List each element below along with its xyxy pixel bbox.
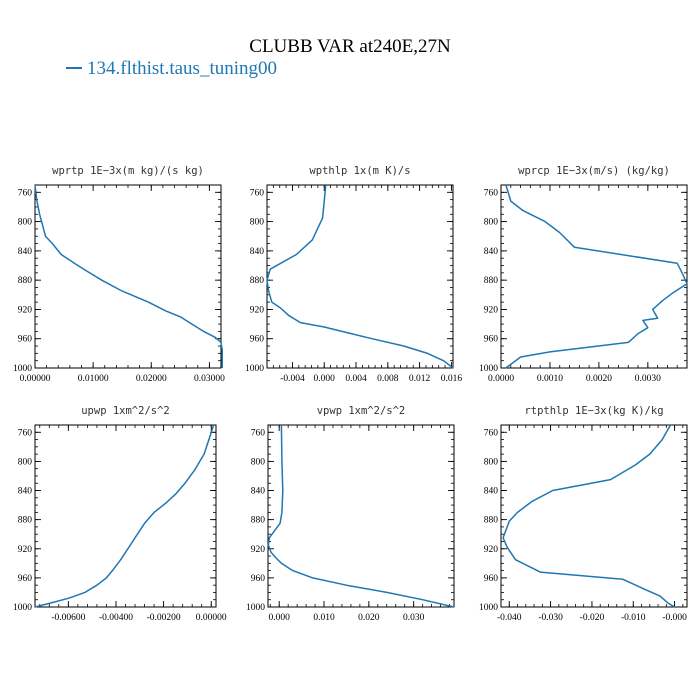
- x-tick-label: 0.008: [377, 374, 399, 384]
- x-tick-label: 0.030: [403, 613, 425, 623]
- y-tick-label: 1000: [13, 603, 32, 613]
- y-tick-label: 840: [250, 247, 265, 257]
- x-tick-label: 0.0020: [586, 374, 612, 384]
- y-tick-label: 840: [251, 487, 266, 497]
- y-tick-label: 880: [18, 516, 33, 526]
- y-tick-label: 840: [484, 487, 499, 497]
- series-line: [34, 184, 223, 368]
- x-tick-label: 0.004: [345, 374, 367, 384]
- y-tick-label: 1000: [479, 364, 498, 374]
- x-tick-label: 0.0010: [537, 374, 563, 384]
- series-line: [266, 184, 454, 369]
- chart-panel-2: wpthlp 1x(m K)/s 760 800 840 880 920 960 1000 -0…: [245, 165, 462, 384]
- y-tick-label: 760: [18, 188, 33, 198]
- x-tick-label: -0.020: [580, 613, 605, 623]
- series-line: [502, 424, 675, 608]
- y-tick-label: 960: [250, 335, 265, 345]
- x-tick-label: 0.012: [409, 374, 431, 384]
- series-line: [267, 424, 455, 608]
- x-tick-label: 0.000: [314, 374, 336, 384]
- y-tick-label: 920: [18, 305, 33, 315]
- x-tick-label: 0.00000: [196, 613, 227, 623]
- y-tick-label: 840: [18, 487, 33, 497]
- chart-panel-5: vpwp 1xm^2/s^2 760 800 840 880 920 960 1000 0.00…: [246, 405, 455, 623]
- panel-title: upwp 1xm^2/s^2: [81, 405, 170, 417]
- y-tick-label: 880: [484, 276, 499, 286]
- x-tick-label: 0.0030: [635, 374, 661, 384]
- y-tick-label: 1000: [13, 364, 32, 374]
- plot-frame: [266, 184, 454, 369]
- y-tick-label: 880: [18, 276, 33, 286]
- figure-title: CLUBB VAR at240E,27N: [249, 36, 451, 57]
- legend-entry: 134.flthist.taus_tuning00: [87, 58, 277, 79]
- x-tick-label: -0.00200: [147, 613, 181, 623]
- panel-title: vpwp 1xm^2/s^2: [317, 405, 406, 417]
- x-tick-label: 0.020: [358, 613, 380, 623]
- y-tick-label: 760: [250, 188, 265, 198]
- y-tick-label: 800: [484, 218, 499, 228]
- x-tick-label: 0.010: [313, 613, 335, 623]
- x-tick-label: 0.016: [441, 374, 463, 384]
- chart-panel-1: wprtp 1E−3x(m kg)/(s kg) 760 800 840 880 920 9…: [13, 165, 225, 384]
- x-tick-label: -0.040: [497, 613, 522, 623]
- x-tick-label: -0.030: [538, 613, 563, 623]
- x-tick-label: -0.004: [280, 374, 305, 384]
- x-tick-label: 0.03000: [194, 374, 225, 384]
- plot-frame: [34, 424, 217, 608]
- plot-frame: [500, 184, 688, 369]
- y-tick-label: 960: [251, 574, 266, 584]
- legend-line-swatch: [66, 66, 82, 69]
- y-tick-label: 800: [250, 218, 265, 228]
- x-tick-label: 0.01000: [78, 374, 109, 384]
- plot-frame: [34, 184, 222, 369]
- y-tick-label: 880: [251, 516, 266, 526]
- y-tick-label: 960: [18, 335, 33, 345]
- y-tick-label: 920: [484, 305, 499, 315]
- x-tick-label: -0.00400: [99, 613, 133, 623]
- x-tick-label: -0.000: [662, 613, 687, 623]
- x-tick-label: -0.00600: [51, 613, 85, 623]
- x-tick-label: -0.010: [621, 613, 646, 623]
- x-tick-label: 0.000: [269, 613, 291, 623]
- y-tick-label: 920: [250, 305, 265, 315]
- y-tick-label: 1000: [246, 603, 265, 613]
- y-tick-label: 1000: [245, 364, 264, 374]
- y-tick-label: 920: [18, 545, 33, 555]
- y-tick-label: 760: [484, 188, 499, 198]
- x-tick-label: 0.02000: [136, 374, 167, 384]
- y-tick-label: 800: [484, 457, 499, 467]
- y-tick-label: 840: [484, 247, 499, 257]
- y-tick-label: 800: [18, 457, 33, 467]
- y-tick-label: 920: [484, 545, 499, 555]
- chart-panel-6: rtpthlp 1E−3x(kg K)/kg 760 800 840 880 920 960…: [479, 405, 688, 623]
- y-tick-label: 760: [18, 428, 33, 438]
- y-tick-label: 960: [484, 335, 499, 345]
- y-tick-label: 760: [251, 428, 266, 438]
- plot-frame: [267, 424, 455, 608]
- panel-title: wprcp 1E−3x(m/s) (kg/kg): [518, 165, 670, 177]
- y-tick-label: 880: [484, 516, 499, 526]
- chart-panel-4: upwp 1xm^2/s^2 760 800 840 880 920 960 1000 -0.0…: [13, 405, 227, 623]
- x-tick-label: 0.00000: [20, 374, 51, 384]
- legend: 134.flthist.taus_tuning00: [66, 58, 277, 80]
- panel-title: wprtp 1E−3x(m kg)/(s kg): [52, 165, 204, 177]
- y-tick-label: 800: [18, 218, 33, 228]
- plot-frame: [500, 424, 688, 608]
- y-tick-label: 800: [251, 457, 266, 467]
- x-tick-label: 0.0000: [488, 374, 514, 384]
- y-tick-label: 880: [250, 276, 265, 286]
- y-tick-label: 840: [18, 247, 33, 257]
- y-tick-label: 760: [484, 428, 499, 438]
- series-line: [505, 184, 688, 369]
- y-tick-label: 960: [18, 574, 33, 584]
- y-tick-label: 960: [484, 574, 499, 584]
- panel-title: wpthlp 1x(m K)/s: [309, 165, 410, 177]
- y-tick-label: 920: [251, 545, 266, 555]
- panel-title: rtpthlp 1E−3x(kg K)/kg: [524, 405, 663, 417]
- series-line: [34, 424, 215, 608]
- y-tick-label: 1000: [479, 603, 498, 613]
- chart-panel-3: wprcp 1E−3x(m/s) (kg/kg) 760 800 840 880 920 9…: [479, 165, 688, 384]
